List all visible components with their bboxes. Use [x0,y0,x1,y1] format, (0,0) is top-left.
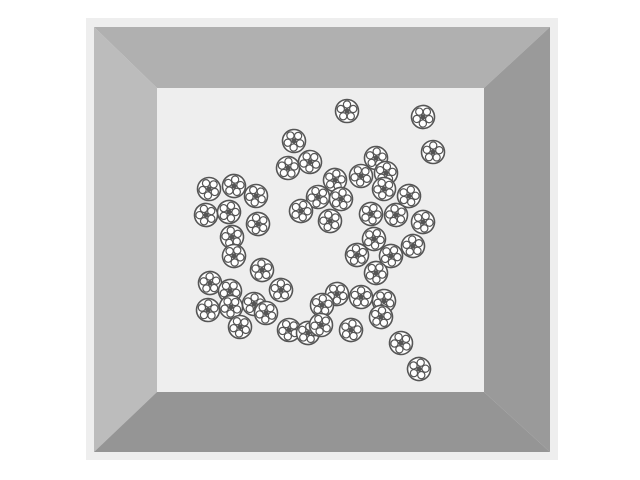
tray-floor [157,88,484,392]
rosette-disk-icon [274,154,302,182]
tray-wall-left [94,27,157,452]
rosette-disk-icon [195,297,221,323]
rosette-disk-icon [348,284,374,310]
rosette-disk-icon [334,98,360,124]
tray-wall-bottom [94,392,550,452]
tray-wall-top [94,27,550,88]
rosette-disk-icon [420,139,446,165]
tray-wall-right [484,27,550,452]
